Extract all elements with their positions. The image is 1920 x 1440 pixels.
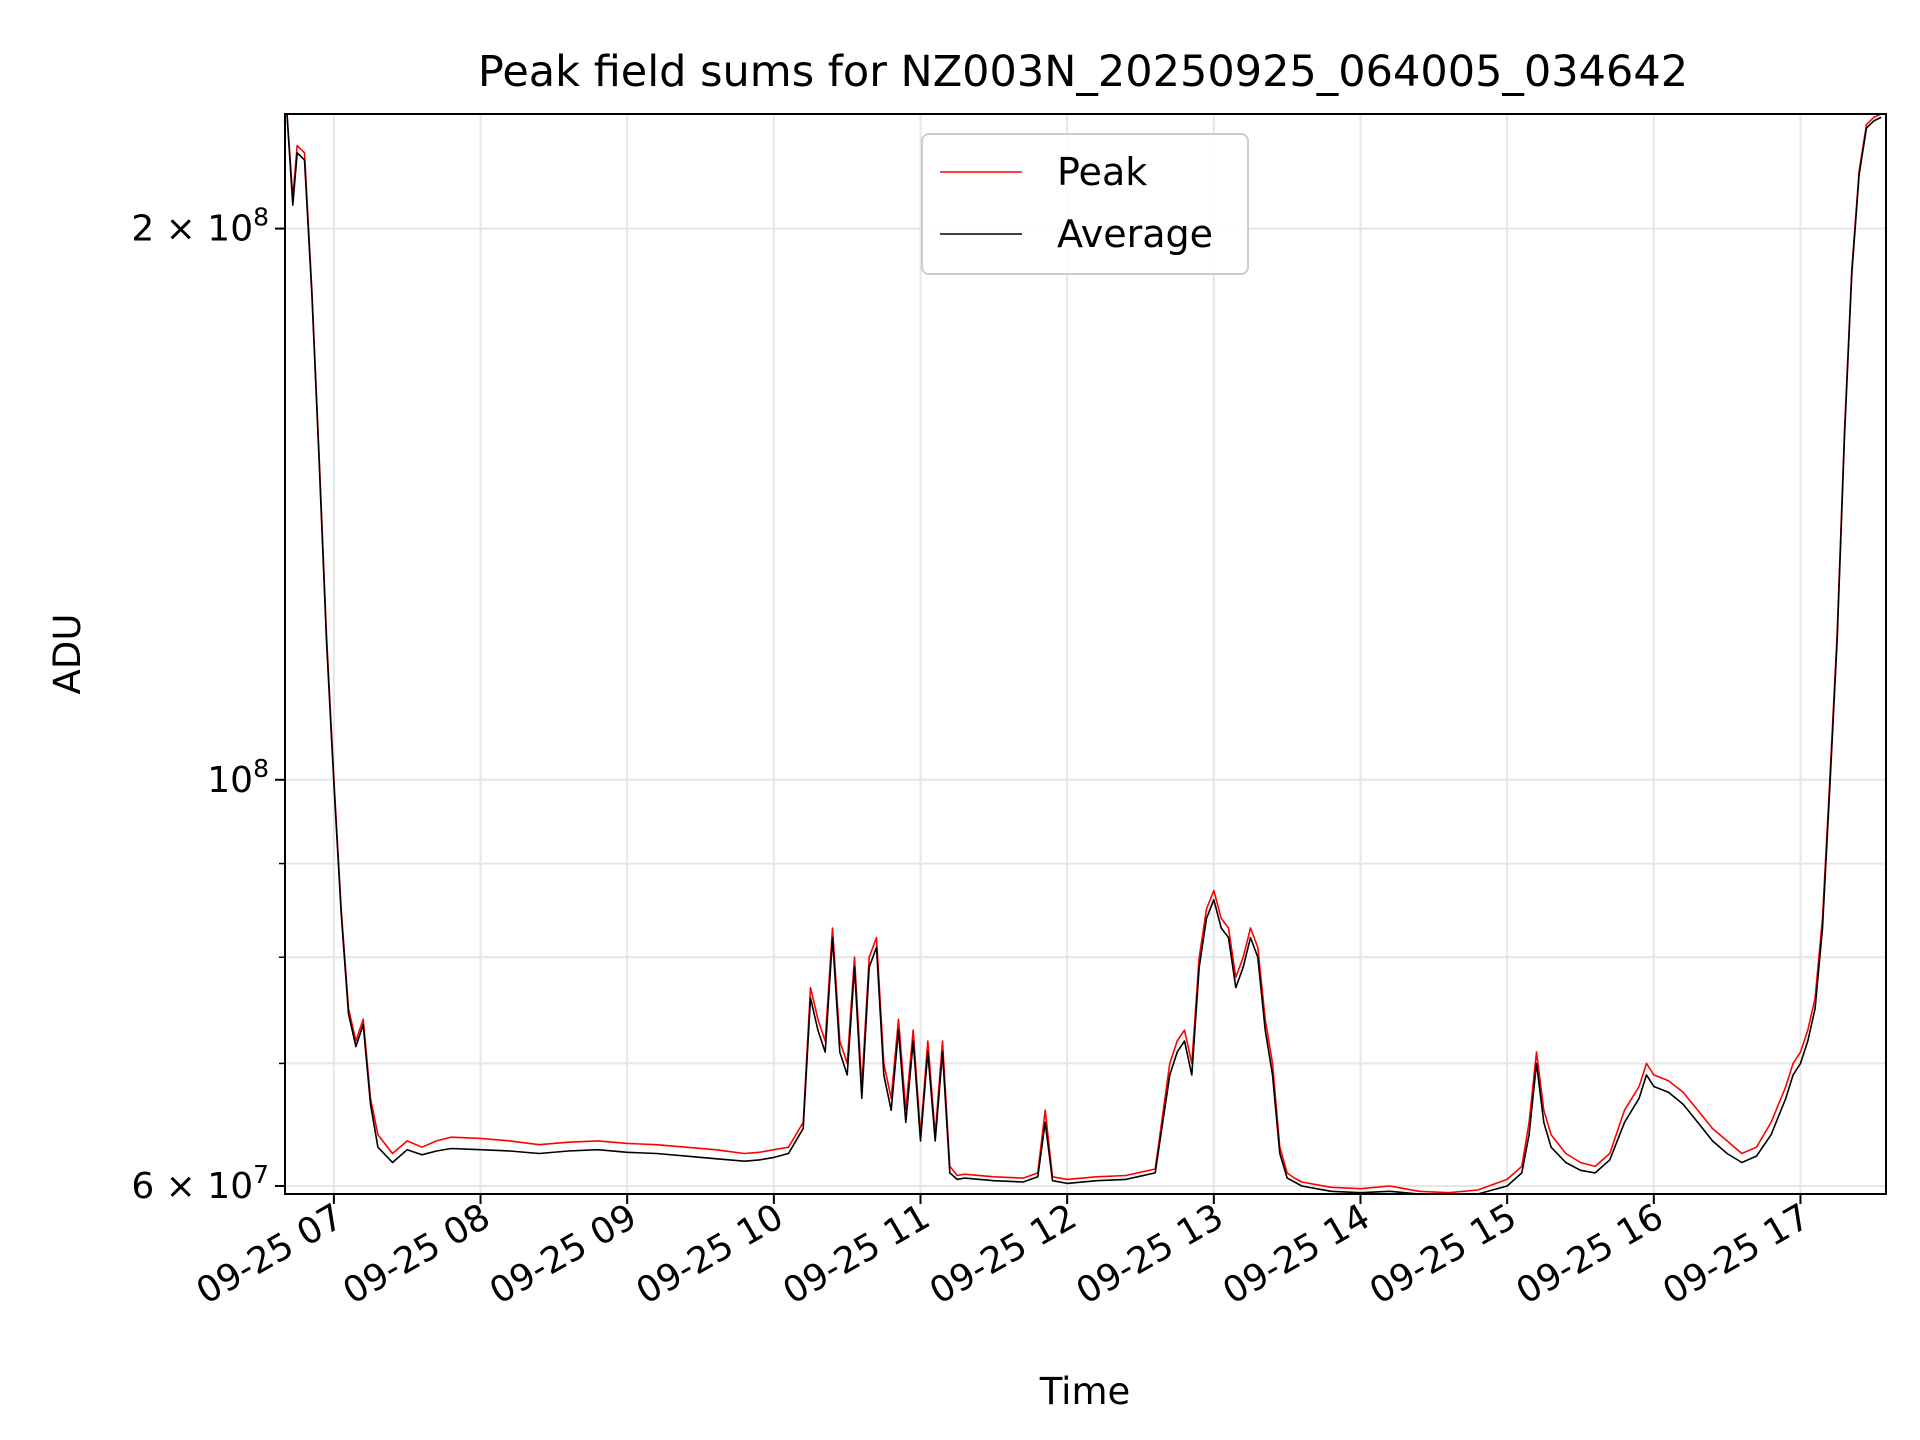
legend: Peak Average <box>921 133 1249 275</box>
legend-box <box>921 133 1249 275</box>
y-tick-label: 108 <box>207 754 269 801</box>
series-group <box>286 113 1882 1195</box>
y-axis-label: ADU <box>46 614 89 695</box>
x-axis-label: Time <box>1039 1370 1131 1413</box>
legend-label-peak: Peak <box>1057 150 1147 194</box>
chart-title: Peak field sums for NZ003N_20250925_0640… <box>478 47 1688 97</box>
y-axis: 6 × 107 108 2 × 108 <box>131 203 285 1207</box>
series-line-peak <box>286 113 1882 1194</box>
series-line-average <box>286 113 1882 1195</box>
plot-frame <box>284 113 1887 1195</box>
y-tick-label: 6 × 107 <box>131 1160 269 1207</box>
legend-label-average: Average <box>1057 212 1213 256</box>
grid <box>285 114 1886 1194</box>
y-tick-label: 2 × 108 <box>131 203 269 250</box>
